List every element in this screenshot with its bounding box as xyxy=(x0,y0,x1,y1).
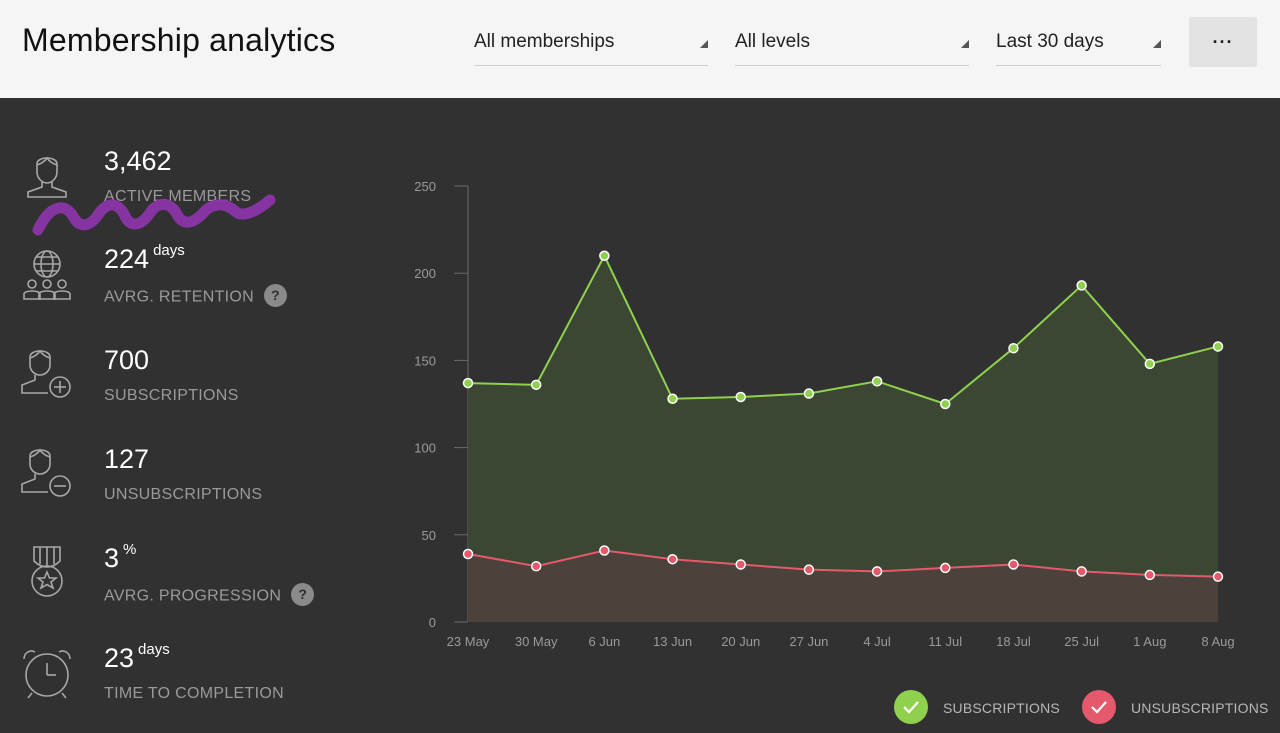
y-tick-label: 0 xyxy=(429,615,436,630)
x-tick-label: 1 Aug xyxy=(1133,634,1166,649)
data-point xyxy=(530,560,542,572)
data-point xyxy=(1144,569,1156,581)
metric-label: AVRG. RETENTION? xyxy=(104,284,287,309)
alarm-clock-icon xyxy=(18,643,76,701)
user-remove-icon xyxy=(18,444,76,502)
data-point xyxy=(1008,342,1019,354)
legend-label: UNSUBSCRIPTIONS xyxy=(1131,700,1269,716)
data-point xyxy=(667,393,678,405)
metric-avg-retention: 224 days AVRG. RETENTION? xyxy=(0,242,330,334)
data-point xyxy=(1212,571,1224,582)
period-filter-value: Last 30 days xyxy=(996,31,1104,52)
metric-avg-progression: 3% AVRG. PROGRESSION? xyxy=(0,541,330,633)
x-tick-label: 13 Jun xyxy=(653,634,692,649)
metric-subscriptions: 700 SUBSCRIPTIONS xyxy=(0,345,330,435)
data-point xyxy=(599,545,610,556)
metric-value: 700 xyxy=(104,345,150,375)
data-point xyxy=(530,379,542,391)
scribble-annotation xyxy=(32,194,276,236)
x-tick-label: 6 Jun xyxy=(588,634,620,649)
data-point xyxy=(735,559,746,570)
x-tick-label: 11 Jul xyxy=(928,634,962,649)
legend-check-icon xyxy=(894,690,928,724)
data-point xyxy=(599,250,610,262)
x-tick-label: 4 Jul xyxy=(863,634,891,649)
y-tick-label: 50 xyxy=(422,528,436,543)
metric-value: 127 xyxy=(104,444,150,474)
data-point xyxy=(940,562,951,574)
data-point xyxy=(735,391,746,403)
data-point xyxy=(1076,280,1087,291)
dropdown-caret-icon xyxy=(1153,40,1161,48)
data-point xyxy=(462,377,474,389)
metric-label: AVRG. PROGRESSION? xyxy=(104,583,315,608)
data-point xyxy=(1144,358,1156,370)
data-point xyxy=(1008,559,1019,570)
data-point xyxy=(1076,566,1087,577)
x-tick-label: 23 May xyxy=(447,634,490,649)
help-icon[interactable]: ? xyxy=(264,284,287,307)
data-point xyxy=(871,376,883,387)
metric-value: 3% xyxy=(104,541,137,573)
data-point xyxy=(940,398,951,410)
x-tick-label: 25 Jul xyxy=(1064,634,1099,649)
x-tick-label: 20 Jun xyxy=(721,634,760,649)
metric-unsubscriptions: 127 UNSUBSCRIPTIONS xyxy=(0,444,330,534)
series-area-1 xyxy=(468,550,1218,622)
data-point xyxy=(803,388,815,399)
x-tick-label: 30 May xyxy=(515,634,558,649)
y-tick-label: 250 xyxy=(414,179,436,194)
x-tick-label: 27 Jun xyxy=(789,634,828,649)
data-point xyxy=(871,566,883,577)
dropdown-caret-icon xyxy=(961,40,969,48)
levels-filter-select[interactable]: All levels xyxy=(735,28,969,66)
data-point xyxy=(667,553,678,565)
page-title: Membership analytics xyxy=(22,22,336,58)
levels-filter-value: All levels xyxy=(735,31,810,52)
x-tick-label: 8 Aug xyxy=(1201,634,1234,649)
metric-value: 224 days xyxy=(104,242,185,274)
series-area-0 xyxy=(468,255,1218,622)
metric-value: 23 days xyxy=(104,641,170,673)
y-tick-label: 150 xyxy=(414,353,436,368)
subscriptions-line-chart: 0 50 100 150 200 250 23 May 30 May 6 Jun 13 Jun 20… xyxy=(414,179,1234,649)
data-point xyxy=(1212,341,1224,352)
y-tick-label: 100 xyxy=(414,441,436,456)
series-line-0 xyxy=(467,253,1219,406)
more-options-icon: ··· xyxy=(1212,31,1234,52)
person-icon xyxy=(18,146,76,204)
y-tick-label: 200 xyxy=(414,266,436,281)
metric-time-to-completion: 23 days TIME TO COMPLETION xyxy=(0,641,330,733)
header-bar: Membership analytics All memberships All… xyxy=(0,0,1280,98)
metric-active-members: 3,462 ACTIVE MEMBERS xyxy=(0,146,330,236)
data-point xyxy=(803,564,815,575)
dropdown-caret-icon xyxy=(700,40,708,48)
medal-icon xyxy=(18,543,76,601)
memberships-filter-select[interactable]: All memberships xyxy=(474,28,708,66)
legend-label: SUBSCRIPTIONS xyxy=(943,700,1060,716)
data-point xyxy=(462,548,474,560)
metric-value: 3,462 xyxy=(104,146,172,176)
series-line-1 xyxy=(467,549,1219,578)
metric-label: SUBSCRIPTIONS xyxy=(104,387,239,404)
metric-label: TIME TO COMPLETION xyxy=(104,685,284,702)
x-tick-label: 18 Jul xyxy=(996,634,1031,649)
user-add-icon xyxy=(18,345,76,403)
period-filter-select[interactable]: Last 30 days xyxy=(996,28,1161,66)
help-icon[interactable]: ? xyxy=(291,583,315,606)
metric-label: UNSUBSCRIPTIONS xyxy=(104,486,263,503)
memberships-filter-value: All memberships xyxy=(474,31,615,52)
globe-group-icon xyxy=(18,244,76,302)
more-options-button[interactable]: ··· xyxy=(1189,17,1257,67)
legend-check-icon xyxy=(1082,690,1116,724)
